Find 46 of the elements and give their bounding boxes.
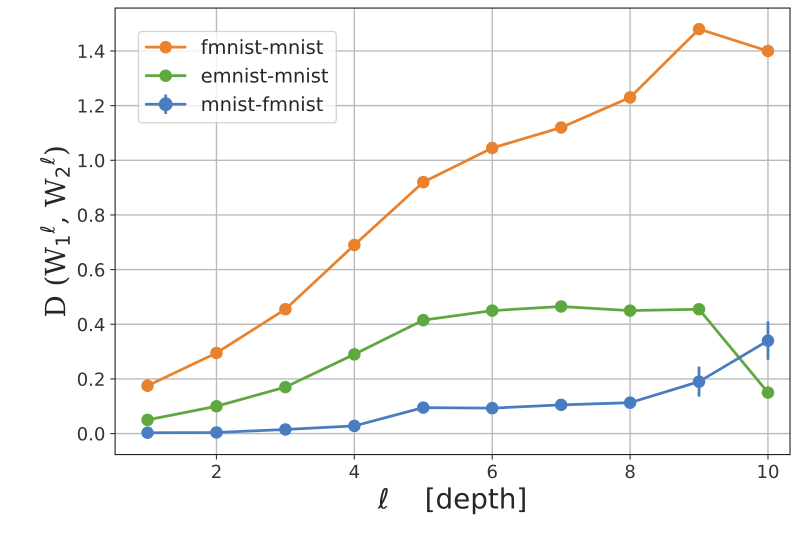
point [624, 304, 636, 317]
point [141, 414, 154, 426]
point [210, 426, 223, 439]
y-tick-label: 0.4 [78, 318, 104, 332]
point [692, 22, 706, 36]
legend-label: fmnist-mnist [201, 39, 323, 54]
point [624, 91, 636, 104]
point [348, 348, 361, 361]
y-tick-label: 1.0 [78, 154, 104, 168]
y-tick-label: 0.0 [78, 427, 104, 441]
y-axis-title: D (W$_{1}$$^{ℓ}$, W$_{2}$$^{ℓ}$) [40, 147, 70, 316]
point [417, 176, 430, 188]
x-tick-label: 4 [349, 464, 360, 478]
point [417, 401, 430, 414]
y-tick-label: 0.6 [78, 263, 104, 277]
y-tick-label: 1.2 [78, 99, 104, 112]
point [348, 420, 361, 432]
point [554, 121, 568, 134]
y-tick-label: 0.2 [78, 372, 104, 386]
legend-label: mnist-fmnist [202, 96, 323, 112]
point [417, 314, 430, 326]
legend-label: emnist-mnist [202, 68, 328, 83]
point [348, 238, 361, 252]
point [624, 396, 636, 409]
point [279, 423, 292, 436]
point [486, 142, 498, 154]
point [210, 346, 223, 360]
x-tick-label: 10 [758, 464, 778, 478]
point [554, 300, 568, 313]
point [554, 398, 568, 412]
x-tick-label: 6 [488, 464, 497, 478]
point [141, 379, 154, 392]
y-tick-label: 1.4 [78, 44, 104, 58]
point [210, 400, 223, 412]
point [486, 304, 498, 317]
point [762, 44, 774, 58]
point [486, 402, 498, 414]
point [279, 380, 292, 394]
point [279, 302, 292, 316]
x-tick-label: 8 [626, 464, 635, 478]
x-axis-title: ℓ [depth] [378, 487, 525, 514]
point [141, 426, 154, 439]
x-tick-label: 2 [212, 464, 220, 478]
y-tick-label: 0.8 [78, 208, 104, 222]
point [762, 386, 774, 399]
point [692, 302, 706, 316]
